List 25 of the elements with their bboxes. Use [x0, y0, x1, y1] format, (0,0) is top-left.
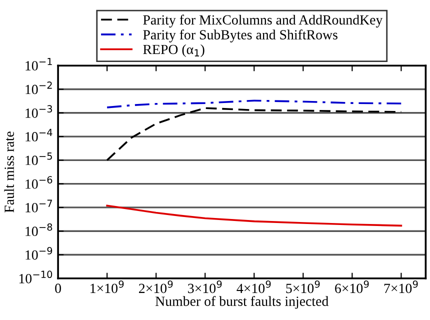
legend-label: REPO (α$_{1}$)	[143, 44, 204, 57]
line-series	[106, 204, 402, 227]
y-tick-label: 10$^{−2}$	[26, 82, 52, 94]
x-tick-label: 2×10$^{9}$	[138, 280, 173, 294]
y-tick-label: 10$^{−10}$	[19, 270, 52, 284]
y-tick-label: 10$^{−9}$	[26, 247, 52, 260]
x-tick-label: 6×10$^{9}$	[335, 280, 369, 294]
x-tick-label: 4×10$^{9}$	[236, 280, 271, 294]
y-axis-title: Fault miss rate	[4, 132, 14, 212]
legend-label: Parity for SubBytes and ShiftRows	[143, 30, 338, 42]
line-series	[106, 100, 402, 108]
y-tick-label: 10$^{−6}$	[26, 176, 52, 189]
legend-label: Parity for MixColumns and AddRoundKey	[143, 14, 383, 28]
y-tick-label: 10$^{−3}$	[26, 105, 52, 118]
x-tick-label: 7×10$^{9}$	[384, 280, 418, 294]
y-tick-label: 10$^{−8}$	[26, 223, 52, 236]
y-tick-label: 10$^{−1}$	[26, 58, 52, 70]
x-tick-label: 3×10$^{9}$	[188, 280, 222, 294]
x-tick-label: 5×10$^{9}$	[286, 280, 320, 294]
x-tick-label: 1×10$^{9}$	[90, 280, 124, 294]
x-tick-label: 0	[55, 284, 61, 294]
y-tick-label: 10$^{−7}$	[26, 200, 52, 212]
y-tick-label: 10$^{−4}$	[26, 128, 52, 142]
x-axis-title: Number of burst faults injected	[155, 296, 328, 309]
y-tick-label: 10$^{−5}$	[26, 152, 52, 166]
